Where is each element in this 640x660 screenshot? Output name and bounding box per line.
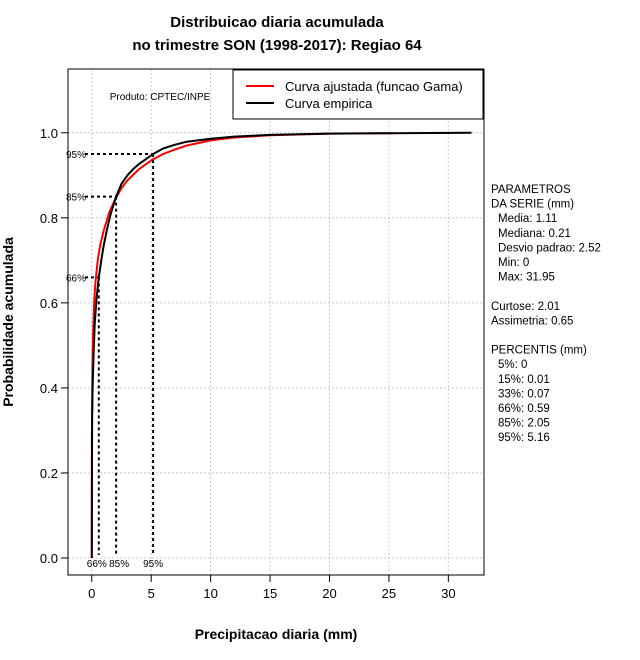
- stats-line: PARAMETROS: [491, 184, 571, 196]
- y-tick-label: 0.0: [40, 551, 58, 566]
- legend-label-fitted: Curva ajustada (funcao Gama): [285, 79, 463, 94]
- percentile-label-y: 85%: [66, 193, 86, 204]
- stats-line: Max: 31.95: [498, 272, 555, 284]
- stats-line: Media: 1.11: [498, 213, 557, 225]
- y-axis: 0.0 0.2 0.4 0.6 0.8 1.0: [40, 126, 69, 566]
- y-tick-label: 0.6: [40, 296, 58, 311]
- percentile-markers: 66%66%85%85%95%95%: [66, 150, 163, 570]
- chart-title-line-2: no trimestre SON (1998-2017): Regiao 64: [132, 37, 422, 54]
- stats-line: Assimetria: 0.65: [491, 315, 573, 327]
- x-tick-label: 0: [88, 586, 95, 601]
- stats-line: DA SERIE (mm): [491, 199, 574, 211]
- stats-line: Min: 0: [498, 257, 529, 269]
- stats-line: Desvio padrao: 2.52: [498, 242, 601, 254]
- stats-line: 85%: 2.05: [498, 418, 550, 430]
- percentile-label-y: 66%: [66, 273, 86, 284]
- percentile-label-y: 95%: [66, 150, 86, 161]
- series-group: [90, 131, 472, 559]
- x-tick-label: 20: [322, 586, 336, 601]
- empirical-curve: [90, 131, 472, 559]
- stats-line: 95%: 5.16: [498, 432, 550, 444]
- y-tick-label: 0.4: [40, 381, 58, 396]
- stats-line: Curtose: 2.01: [491, 301, 560, 313]
- percentile-label-x: 66%: [87, 559, 107, 570]
- x-tick-label: 30: [441, 586, 455, 601]
- y-tick-label: 0.2: [40, 466, 58, 481]
- fitted-gamma-curve: [90, 132, 394, 559]
- x-tick-label: 5: [148, 586, 155, 601]
- stats-line: Mediana: 0.21: [498, 228, 571, 240]
- y-tick-label: 1.0: [40, 126, 58, 141]
- x-tick-label: 15: [263, 586, 277, 601]
- y-axis-title: Probabilidade acumulada: [0, 237, 16, 407]
- percentile-label-x: 85%: [109, 559, 129, 570]
- series-parameters-panel: PARAMETROS DA SERIE (mm) Media: 1.11 Median…: [491, 184, 601, 444]
- stats-line: 33%: 0.07: [498, 388, 550, 400]
- y-tick-label: 0.8: [40, 211, 58, 226]
- stats-line: 5%: 0: [498, 359, 527, 371]
- x-tick-label: 10: [203, 586, 217, 601]
- stats-line: 15%: 0.01: [498, 374, 550, 386]
- x-axis-title: Precipitacao diaria (mm): [195, 626, 358, 642]
- stats-line: PERCENTIS (mm): [491, 345, 587, 357]
- chart-title-line-1: Distribuicao diaria acumulada: [170, 14, 384, 31]
- legend-box: [232, 69, 484, 120]
- legend-label-empirical: Curva empirica: [285, 96, 373, 111]
- legend: Curva ajustada (funcao Gama) Curva empir…: [232, 69, 484, 120]
- percentile-label-x: 95%: [143, 559, 163, 570]
- grid-lines: [68, 69, 484, 575]
- x-axis: 0 5 10 15 20 25 30: [88, 574, 456, 601]
- plot-frame: [67, 68, 485, 576]
- stats-line: 66%: 0.59: [498, 403, 550, 415]
- x-tick-label: 25: [382, 586, 396, 601]
- credit-label: Produto: CPTEC/INPE: [110, 92, 211, 103]
